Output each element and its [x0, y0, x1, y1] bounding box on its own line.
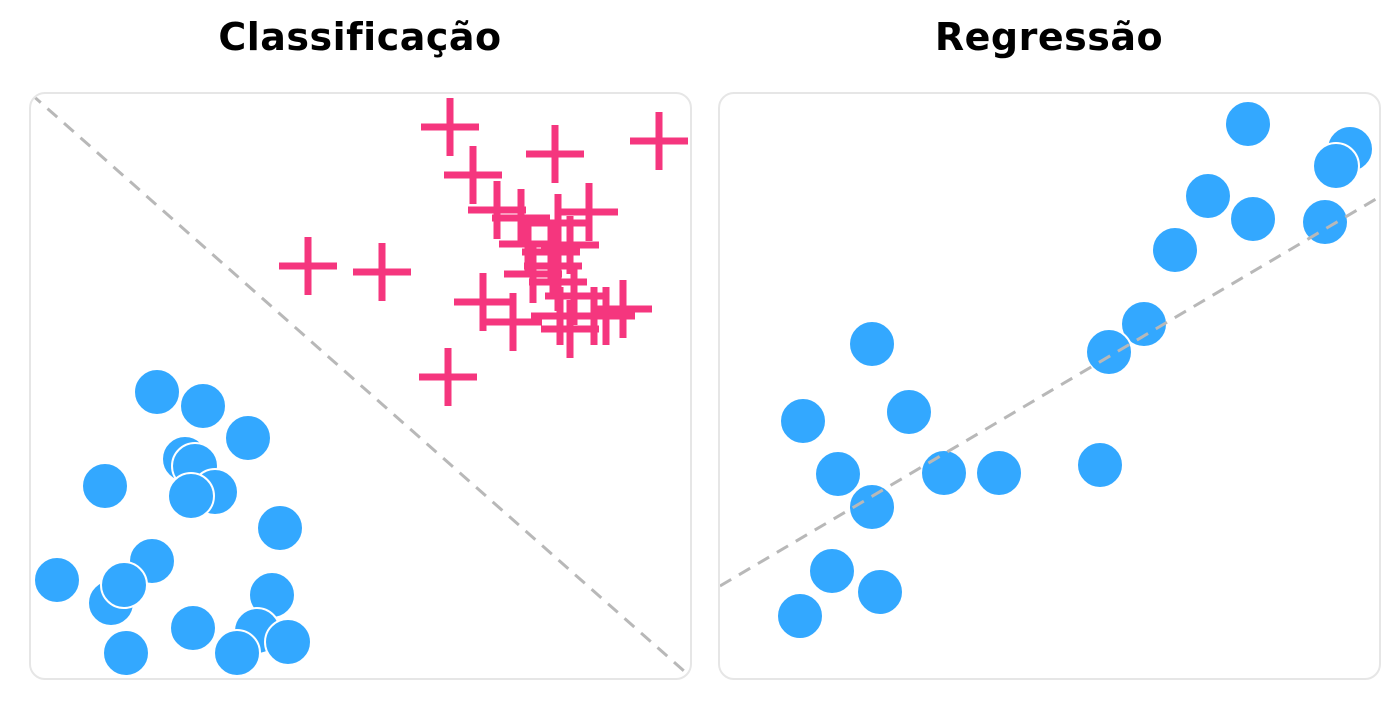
classification-panel [29, 92, 692, 680]
data-point-cross [492, 189, 550, 247]
data-point-cross [541, 216, 599, 274]
data-point-circle [1224, 100, 1272, 148]
data-point-circle [848, 483, 896, 531]
regression-title: Regressão [934, 15, 1164, 59]
data-point-circle [1184, 172, 1232, 220]
data-point-cross [524, 237, 582, 295]
decision-boundary-line [31, 94, 690, 678]
data-point-cross [421, 98, 479, 156]
data-point-cross [577, 287, 635, 345]
data-point-circle [102, 629, 150, 677]
data-point-cross [529, 194, 587, 252]
data-point-circle [213, 629, 261, 677]
data-point-circle [169, 604, 217, 652]
data-point-cross [529, 253, 587, 311]
regression-panel [718, 92, 1381, 680]
data-point-cross [630, 112, 688, 170]
data-point-cross [454, 273, 512, 331]
data-point-cross [531, 287, 589, 345]
regression-plot [720, 100, 1379, 640]
data-point-circle [224, 414, 272, 462]
data-point-circle [179, 382, 227, 430]
data-point-cross [526, 125, 584, 183]
data-point-cross [279, 237, 337, 295]
data-point-cross [560, 183, 618, 241]
data-point-cross [484, 293, 542, 351]
data-point-circle [1301, 198, 1349, 246]
regression-trend-line [720, 195, 1379, 588]
data-point-circle [1076, 441, 1124, 489]
data-point-circle [133, 368, 181, 416]
data-point-circle [256, 504, 304, 552]
data-point-circle [100, 561, 148, 609]
data-point-cross [468, 181, 526, 239]
data-point-cross [353, 243, 411, 301]
data-point-circle [814, 450, 862, 498]
data-point-circle [264, 618, 312, 666]
classification-title: Classificação [218, 15, 502, 59]
data-point-circle [1151, 226, 1199, 274]
data-point-cross [419, 348, 477, 406]
data-point-circle [33, 556, 81, 604]
data-point-circle [848, 320, 896, 368]
classification-plot [31, 94, 690, 678]
data-point-circle [856, 568, 904, 616]
data-point-cross [541, 300, 599, 358]
data-point-cross [594, 280, 652, 338]
data-point-circle [779, 397, 827, 445]
data-point-circle [167, 472, 215, 520]
data-point-cross [504, 245, 562, 303]
data-point-circle [776, 592, 824, 640]
data-point-circle [1085, 328, 1133, 376]
data-point-circle [975, 449, 1023, 497]
data-point-circle [920, 449, 968, 497]
data-point-circle [1229, 195, 1277, 243]
data-point-circle [885, 388, 933, 436]
data-point-cross [545, 267, 603, 325]
data-point-circle [1312, 142, 1360, 190]
data-point-cross [499, 215, 557, 273]
data-point-circle [81, 462, 129, 510]
data-point-circle [808, 547, 856, 595]
data-point-cross [444, 146, 502, 204]
